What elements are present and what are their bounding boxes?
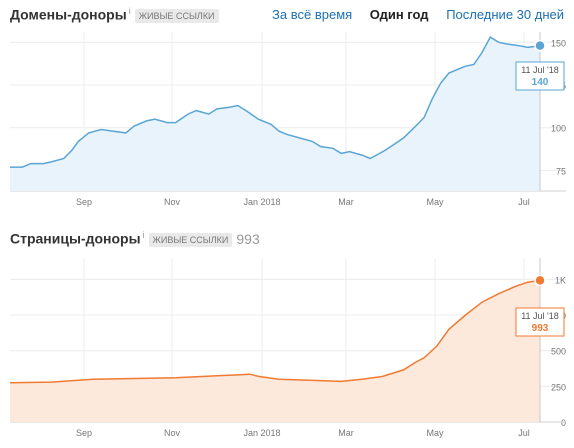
x-tick-label: May: [426, 197, 444, 207]
x-tick-label: May: [426, 428, 444, 438]
x-tick-label: Nov: [164, 428, 181, 438]
info-icon[interactable]: i: [142, 230, 145, 240]
live-links-badge: ЖИВЫЕ ССЫЛКИ: [134, 8, 219, 23]
info-icon[interactable]: i: [128, 6, 131, 16]
data-point-marker: [534, 39, 546, 52]
x-tick-label: Jan 2018: [243, 197, 280, 207]
y-tick-label: 150: [551, 38, 566, 48]
data-point-marker: [534, 274, 546, 287]
series-area: [10, 280, 540, 422]
x-tick-label: Mar: [338, 197, 354, 207]
x-tick-label: Jan 2018: [243, 428, 280, 438]
tooltip-date: 11 Jul '18: [521, 65, 559, 75]
series-line: [10, 36, 541, 168]
panel2-header: Страницы-доноры i ЖИВЫЕ ССЫЛКИ 993: [0, 226, 574, 252]
y-tick-label: 100: [551, 124, 566, 134]
x-tick-label: Jul: [518, 197, 530, 207]
panel2-title-wrap: Страницы-доноры i ЖИВЫЕ ССЫЛКИ 993: [10, 230, 260, 247]
tab-last-30-days[interactable]: Последние 30 дней: [446, 7, 564, 22]
x-tick-label: Sep: [76, 428, 92, 438]
x-tick-label: Nov: [164, 197, 181, 207]
panel1-title-wrap: Домены-доноры i ЖИВЫЕ ССЫЛКИ: [10, 6, 219, 23]
x-tick-label: Jul: [518, 428, 530, 438]
tooltip-box: [515, 61, 565, 91]
panel1-title: Домены-доноры: [10, 6, 127, 23]
pages-count: 993: [236, 230, 260, 247]
y-tick-label: 500: [551, 347, 566, 357]
series-area: [10, 37, 540, 191]
tooltip-date: 11 Jul '18: [521, 311, 559, 321]
y-tick-label: 0: [561, 418, 566, 428]
tab-one-year[interactable]: Один год: [369, 7, 429, 22]
series-line: [9, 279, 541, 384]
panel1-header: Домены-доноры i ЖИВЫЕ ССЫЛКИ За всё время …: [0, 2, 574, 28]
x-tick-label: Sep: [76, 197, 92, 207]
time-range-tabs: За всё время Один год Последние 30 дней: [258, 7, 564, 22]
y-tick-label: 75: [556, 166, 566, 176]
tooltip-value: 993: [532, 323, 549, 334]
tab-all-time[interactable]: За всё время: [272, 7, 353, 22]
tooltip-box: [515, 307, 565, 337]
live-links-badge: ЖИВЫЕ ССЫЛКИ: [148, 232, 233, 247]
tooltip-value: 140: [532, 77, 549, 88]
y-tick-label: 1K: [555, 275, 566, 285]
x-tick-label: Mar: [338, 428, 354, 438]
panel2-title: Страницы-доноры: [10, 230, 141, 247]
y-tick-label: 250: [551, 382, 566, 392]
